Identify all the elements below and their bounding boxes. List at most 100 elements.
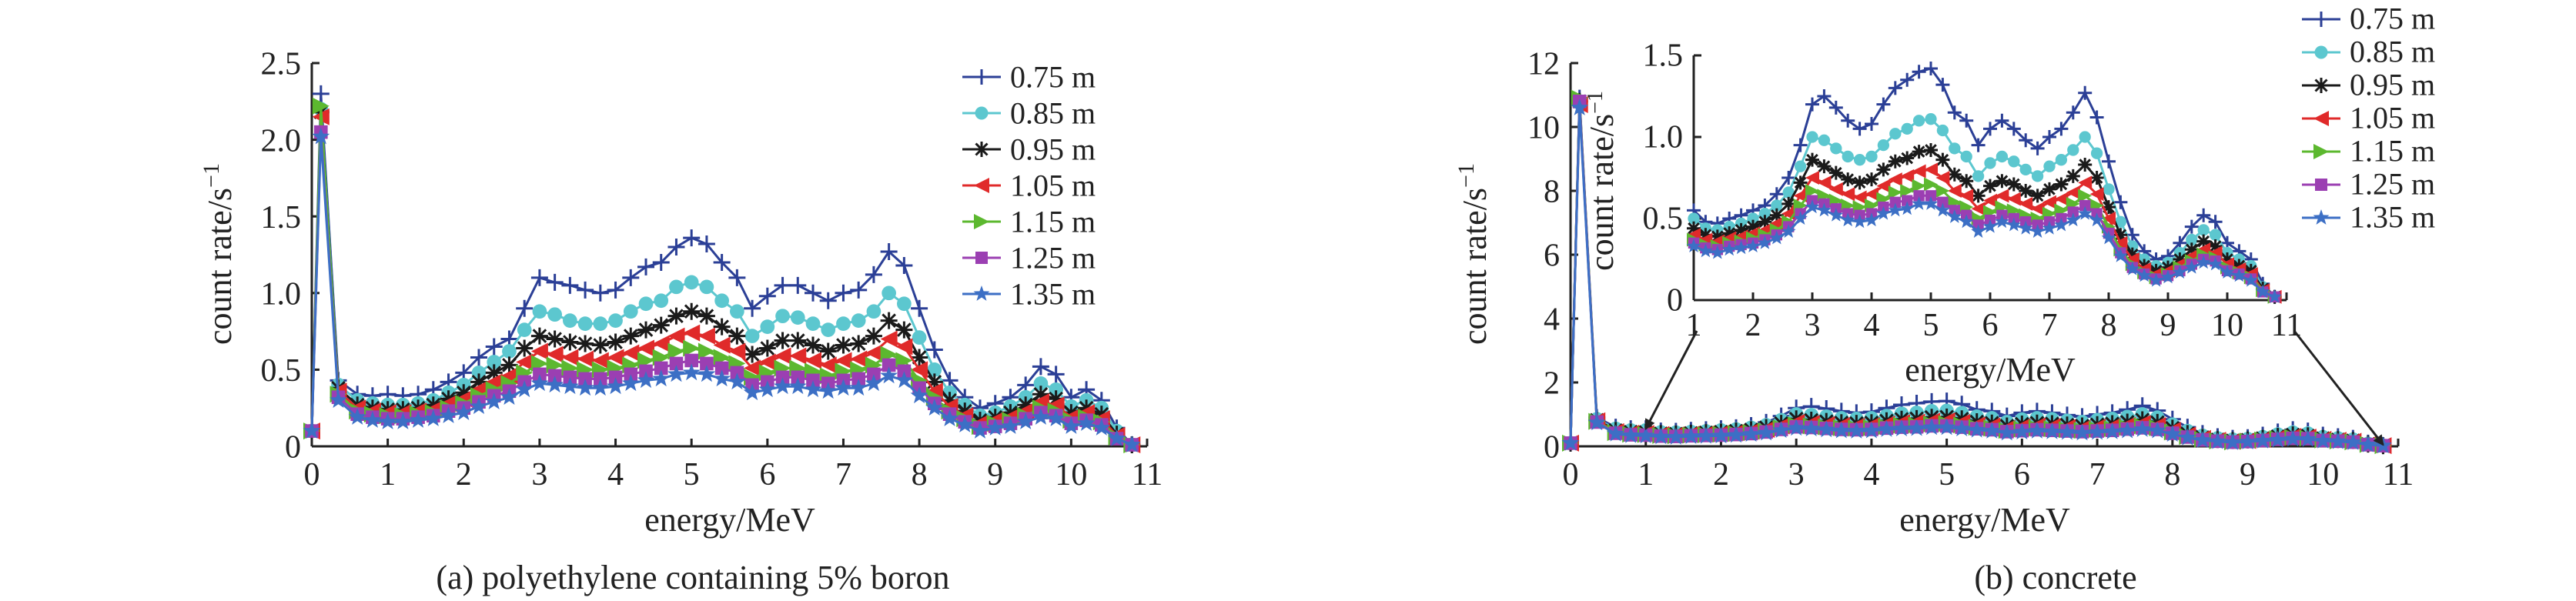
chart-a-data-point xyxy=(424,409,443,426)
chart-a-data-point xyxy=(593,316,608,331)
chart-b-data-point xyxy=(2133,419,2152,437)
chart-a-data-point xyxy=(652,335,670,352)
chart-b-inset-y-axis-title-unit: −1 xyxy=(1584,91,1607,114)
chart-b-inset-data-point xyxy=(1758,235,1772,249)
chart-b-data-point xyxy=(2028,422,2046,439)
chart-a-data-point xyxy=(941,392,958,409)
chart-b-inset-data-point xyxy=(2149,272,2163,287)
chart-a-y-tick-label: 1.0 xyxy=(261,277,302,312)
chart-b-inset-data-point xyxy=(2209,229,2222,241)
chart-a-data-point xyxy=(1032,386,1049,403)
chart-b-inset-data-point xyxy=(1698,228,1713,242)
chart-a-data-point xyxy=(819,292,837,309)
chart-b-inset-data-point xyxy=(1935,183,1950,198)
chart-a-data-point xyxy=(637,258,654,275)
chart-a-data-point xyxy=(865,265,882,283)
chart-a-data-point xyxy=(698,235,715,253)
chart-a-legend-marker xyxy=(974,214,989,229)
chart-b-inset-data-point xyxy=(2160,269,2176,284)
chart-b-data-point xyxy=(2253,431,2272,449)
chart-a-legend-label: 0.95 m xyxy=(1010,132,1096,166)
chart-b-data-point xyxy=(1922,418,1941,436)
chart-a-data-point xyxy=(895,338,913,356)
chart-b-inset-data-point xyxy=(1925,113,1937,125)
chart-a-data-point xyxy=(713,336,731,354)
chart-b-inset-data-point xyxy=(2089,171,2104,185)
chart-b-inset-data-point xyxy=(2102,212,2116,225)
chart-a-data-point xyxy=(622,269,640,286)
chart-b-inset-data-point xyxy=(1781,171,1796,185)
chart-a-data-point xyxy=(850,335,868,352)
chart-b-inset-x-axis-title: energy/MeV xyxy=(1905,351,2076,389)
chart-a-data-point xyxy=(487,355,502,369)
chart-a-data-point xyxy=(865,374,883,392)
chart-b-zoom-arrow-right xyxy=(2293,330,2384,446)
chart-b-inset-data-point xyxy=(2114,215,2127,228)
chart-a-data-point xyxy=(591,284,609,302)
chart-b-data-point xyxy=(1982,422,2001,439)
chart-b-legend-marker xyxy=(2313,144,2329,159)
chart-b-legend-label: 0.75 m xyxy=(2350,2,2435,36)
chart-b-inset-data-point xyxy=(1888,202,1903,217)
chart-b-inset-data-point xyxy=(1971,138,1986,152)
chart-b-inset-data-point xyxy=(1995,113,2009,128)
chart-b-series-line-7 xyxy=(1569,108,2384,447)
chart-a-data-point xyxy=(1017,396,1035,414)
chart-a-data-point xyxy=(330,391,347,408)
chart-b-inset-data-point xyxy=(2006,122,2021,136)
chart-b-inset-data-point xyxy=(1793,138,1808,152)
chart-b-data-point xyxy=(2012,422,2031,440)
chart-b-inset-data-point xyxy=(1935,171,1950,185)
chart-b-inset-data-point xyxy=(1842,150,1854,163)
chart-b-inset-data-point xyxy=(1794,160,1807,172)
chart-a-data-point xyxy=(546,330,564,348)
chart-a-data-point xyxy=(805,352,821,369)
chart-a-data-point xyxy=(758,353,776,371)
chart-b-legend-label: 1.05 m xyxy=(2350,101,2435,135)
chart-a-x-tick-label: 8 xyxy=(912,457,928,492)
chart-a-legend-marker xyxy=(975,252,988,264)
chart-b-data-point xyxy=(2193,431,2212,448)
chart-b-y-axis-title-unit: −1 xyxy=(1454,163,1479,188)
chart-a-data-point xyxy=(882,285,896,301)
chart-a-data-point xyxy=(880,366,898,384)
chart-a-data-point xyxy=(576,379,594,396)
chart-b-legend-label: 1.25 m xyxy=(2350,167,2435,202)
chart-a-data-point xyxy=(454,403,473,420)
chart-a-data-point xyxy=(654,293,669,309)
chart-b-inset-data-point xyxy=(1769,187,1784,202)
chart-a-data-point xyxy=(561,333,579,351)
chart-b-data-point xyxy=(1847,422,1865,439)
chart-b-inset-data-point xyxy=(1949,142,1961,155)
chart-b-inset-data-point xyxy=(1935,152,1950,167)
chart-a-data-point xyxy=(805,284,821,302)
chart-b-inset-data-point xyxy=(1924,142,1938,157)
chart-b-inset-data-point xyxy=(1912,145,1926,159)
chart-a-data-point xyxy=(607,281,624,299)
chart-b-data-point xyxy=(2269,430,2287,448)
chart-b-inset-x-tick-label: 10 xyxy=(2211,308,2243,343)
chart-a-x-tick-label: 0 xyxy=(304,457,320,492)
chart-b-inset-x-tick-label: 8 xyxy=(2101,308,2117,343)
chart-b-legend-marker xyxy=(2315,179,2327,191)
chart-b-data-point xyxy=(1787,419,1805,436)
chart-b-inset-data-point xyxy=(1852,214,1867,229)
chart-a-x-tick-label: 2 xyxy=(456,457,472,492)
chart-b-inset-data-point xyxy=(1853,154,1866,166)
chart-b-data-point xyxy=(2299,429,2317,447)
chart-b-inset-data-point xyxy=(1984,157,1996,169)
chart-a-x-axis-title: energy/MeV xyxy=(644,501,815,539)
chart-b-inset-data-point xyxy=(1959,174,1974,189)
chart-b-legend-label: 0.85 m xyxy=(2350,35,2435,69)
chart-b-inset-data-point xyxy=(2125,261,2140,275)
chart-b-inset-data-point xyxy=(2067,144,2079,156)
chart-b-data-point xyxy=(1998,423,2016,441)
chart-a-data-point xyxy=(652,369,671,387)
chart-a-y-axis-title: count rate/s−1 xyxy=(199,163,239,345)
chart-a-data-point xyxy=(760,319,775,334)
chart-b-data-point xyxy=(1742,425,1761,442)
chart-a-data-point xyxy=(393,412,412,429)
chart-b-data-point xyxy=(2329,432,2347,449)
chart-b-inset-data-point xyxy=(1912,196,1926,210)
chart-a-data-point xyxy=(530,342,548,360)
